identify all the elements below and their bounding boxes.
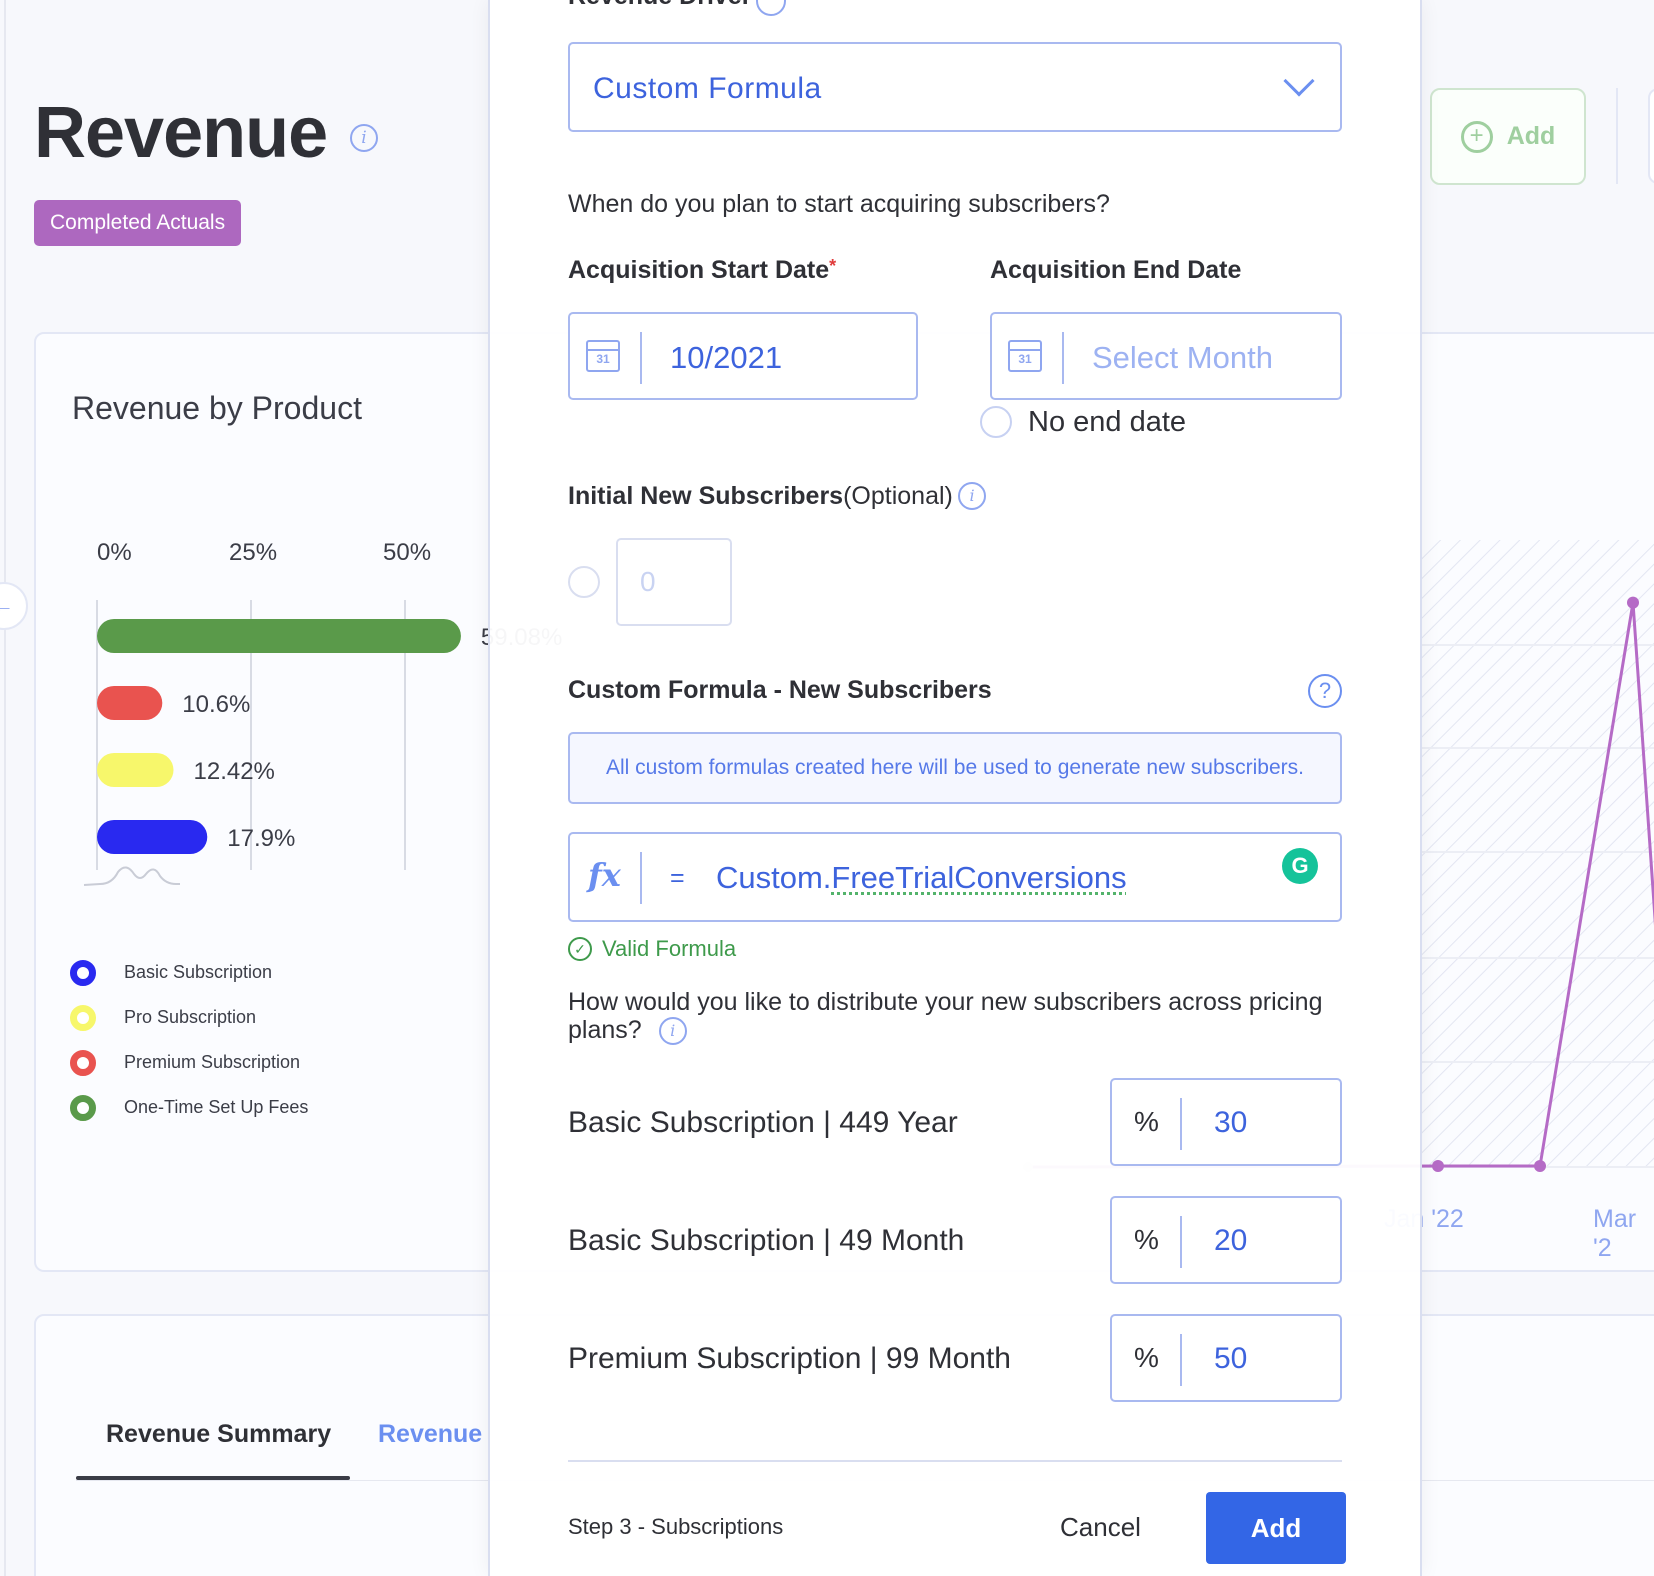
tab-revenue-summary[interactable]: Revenue Summary bbox=[106, 1420, 331, 1449]
initial-subscribers-label: Initial New Subscribers(Optional) bbox=[568, 482, 953, 511]
page-title: Revenue bbox=[34, 92, 327, 174]
toolbar-divider bbox=[1616, 88, 1618, 184]
grammarly-icon[interactable]: G bbox=[1282, 848, 1318, 884]
start-date-picker[interactable]: 31 10/2021 bbox=[568, 312, 918, 400]
start-date-value: 10/2021 bbox=[670, 340, 782, 376]
card-title: Revenue by Product bbox=[72, 390, 362, 427]
revenue-driver-heading: Revenue Driver bbox=[568, 0, 751, 11]
separator bbox=[640, 332, 642, 384]
formula-notice: All custom formulas created here will be… bbox=[568, 732, 1342, 804]
percent-sign: % bbox=[1134, 1224, 1159, 1256]
plan-price: 99 Month bbox=[886, 1342, 1011, 1375]
end-date-label: Acquisition End Date bbox=[990, 256, 1241, 285]
end-date-picker[interactable]: 31 Select Month bbox=[990, 312, 1342, 400]
tab-revenue-details[interactable]: Revenue bbox=[378, 1420, 482, 1449]
plus-circle-icon: + bbox=[1461, 121, 1493, 153]
info-icon[interactable]: i bbox=[958, 482, 986, 510]
end-date-placeholder: Select Month bbox=[1092, 340, 1273, 376]
initial-subscribers-input[interactable]: 0 bbox=[616, 538, 732, 626]
legend-item: Premium Subscription bbox=[70, 1040, 308, 1085]
revenue-driver-select[interactable]: Custom Formula bbox=[568, 42, 1342, 132]
percent-value: 30 bbox=[1214, 1106, 1247, 1140]
custom-formula-heading: Custom Formula - New Subscribers bbox=[568, 676, 992, 705]
function-icon: fx bbox=[588, 856, 621, 894]
separator bbox=[1180, 1334, 1182, 1386]
legend-item: One-Time Set Up Fees bbox=[70, 1085, 308, 1130]
distribute-question: How would you like to distribute your ne… bbox=[568, 988, 1348, 1045]
formula-prefix: Custom. bbox=[716, 860, 831, 895]
line-x-label: Mar '2 bbox=[1593, 1205, 1654, 1263]
valid-formula-text: Valid Formula bbox=[602, 936, 736, 962]
separator bbox=[640, 852, 642, 904]
toolbar-next-button[interactable] bbox=[1648, 88, 1654, 184]
info-icon[interactable]: i bbox=[350, 124, 378, 152]
percent-sign: % bbox=[1134, 1106, 1159, 1138]
revenue-driver-value: Custom Formula bbox=[593, 72, 822, 106]
separator bbox=[1180, 1098, 1182, 1150]
percent-sign: % bbox=[1134, 1342, 1159, 1374]
chart-legend: Basic Subscription Pro Subscription Prem… bbox=[70, 950, 308, 1130]
info-icon[interactable]: i bbox=[659, 1017, 687, 1045]
legend-dot-setup bbox=[70, 1095, 96, 1121]
acquire-question: When do you plan to start acquiring subs… bbox=[568, 190, 1110, 219]
plan-label: Premium Subscription | 99 Month bbox=[568, 1342, 1011, 1376]
percent-value: 50 bbox=[1214, 1342, 1247, 1376]
top-add-button[interactable]: + Add bbox=[1430, 88, 1586, 185]
formula-name: FreeTrialConversions bbox=[831, 860, 1126, 895]
start-date-label-text: Acquisition Start Date bbox=[568, 256, 829, 284]
plan-percent-input[interactable]: % 30 bbox=[1110, 1078, 1342, 1166]
legend-dot-premium bbox=[70, 1050, 96, 1076]
check-circle-icon: ✓ bbox=[568, 937, 592, 961]
calendar-icon: 31 bbox=[586, 340, 620, 372]
legend-item: Basic Subscription bbox=[70, 950, 308, 995]
legend-label: Pro Subscription bbox=[124, 1007, 256, 1028]
add-revenue-modal: Revenue Driver Custom Formula When do yo… bbox=[488, 0, 1422, 1576]
plan-percent-input[interactable]: % 50 bbox=[1110, 1314, 1342, 1402]
plan-label: Basic Subscription | 449 Year bbox=[568, 1106, 958, 1140]
left-rule bbox=[4, 0, 6, 1576]
footer-divider bbox=[568, 1460, 1342, 1462]
legend-label: Basic Subscription bbox=[124, 962, 272, 983]
active-tab-underline bbox=[76, 1476, 350, 1480]
legend-label: One-Time Set Up Fees bbox=[124, 1097, 308, 1118]
no-end-date-label: No end date bbox=[1028, 406, 1186, 439]
plan-price: 49 Month bbox=[839, 1224, 964, 1257]
formula-text: Custom.FreeTrialConversions bbox=[716, 860, 1127, 896]
initial-subscribers-radio[interactable] bbox=[568, 566, 600, 598]
required-marker: * bbox=[829, 256, 836, 276]
collapse-arrow-icon[interactable]: ← bbox=[0, 582, 28, 630]
plan-name: Basic Subscription bbox=[568, 1224, 815, 1257]
add-button[interactable]: Add bbox=[1206, 1492, 1346, 1564]
separator bbox=[1062, 332, 1064, 384]
percent-value: 20 bbox=[1214, 1224, 1247, 1258]
legend-label: Premium Subscription bbox=[124, 1052, 300, 1073]
help-question-icon[interactable]: ? bbox=[1308, 674, 1342, 708]
start-date-label: Acquisition Start Date* bbox=[568, 256, 836, 285]
step-indicator: Step 3 - Subscriptions bbox=[568, 1514, 783, 1540]
plan-name: Basic Subscription bbox=[568, 1106, 815, 1139]
calendar-icon: 31 bbox=[1008, 340, 1042, 372]
chevron-down-icon bbox=[1283, 65, 1314, 96]
legend-dot-pro bbox=[70, 1005, 96, 1031]
legend-item: Pro Subscription bbox=[70, 995, 308, 1040]
cancel-button[interactable]: Cancel bbox=[1060, 1512, 1141, 1543]
initial-label-optional: (Optional) bbox=[843, 482, 953, 510]
plan-name: Premium Subscription bbox=[568, 1342, 861, 1375]
no-end-date-radio[interactable] bbox=[980, 406, 1012, 438]
legend-dot-basic bbox=[70, 960, 96, 986]
formula-input[interactable]: fx = Custom.FreeTrialConversions G bbox=[568, 832, 1342, 922]
initial-label-bold: Initial New Subscribers bbox=[568, 482, 843, 510]
driver-info-icon[interactable] bbox=[756, 0, 786, 16]
plan-price: 449 Year bbox=[839, 1106, 957, 1139]
separator bbox=[1180, 1216, 1182, 1268]
valid-formula-status: ✓ Valid Formula bbox=[568, 936, 736, 962]
formula-equals: = bbox=[670, 864, 685, 893]
completed-actuals-badge[interactable]: Completed Actuals bbox=[34, 200, 241, 246]
top-add-label: Add bbox=[1507, 122, 1556, 151]
plan-label: Basic Subscription | 49 Month bbox=[568, 1224, 964, 1258]
plan-percent-input[interactable]: % 20 bbox=[1110, 1196, 1342, 1284]
